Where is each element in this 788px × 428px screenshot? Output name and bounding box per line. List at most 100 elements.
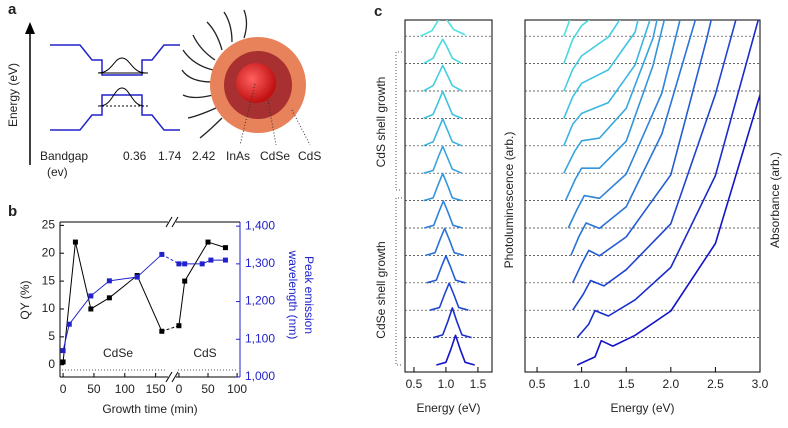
panel-label: a	[8, 1, 17, 18]
spectrum	[563, 20, 639, 119]
x-tick-label: 0	[60, 382, 67, 396]
x-tick-label: 0	[176, 382, 183, 396]
point	[199, 261, 205, 267]
x-tick-label: 1.5	[618, 377, 635, 391]
spectrum	[563, 20, 571, 37]
point	[222, 245, 228, 251]
y2-tick-label: 1,400	[245, 218, 275, 232]
x-tick-label: 150	[146, 382, 166, 396]
point	[222, 257, 228, 263]
point	[176, 323, 182, 329]
material-label: CdS	[298, 149, 321, 163]
spectrum	[423, 38, 463, 65]
plot-frame	[404, 19, 493, 373]
y2-axis-label-line: Peak emission	[302, 256, 316, 334]
material-label: InAs	[226, 149, 250, 163]
spectrum	[420, 20, 466, 37]
spectrum	[426, 255, 466, 284]
y2-tick-label: 1,300	[245, 256, 275, 270]
spectrum	[432, 307, 472, 339]
spectrum	[563, 20, 621, 92]
series-line	[178, 241, 226, 326]
y-tick-label: 0	[48, 357, 55, 371]
point	[106, 295, 112, 301]
segment-link	[161, 325, 180, 332]
spectrum	[563, 20, 651, 147]
point	[182, 278, 188, 284]
y-tick-label: 5	[48, 329, 55, 343]
spectrum	[563, 20, 591, 64]
segment-link	[161, 253, 180, 265]
annotation: CdSe shell growth	[374, 241, 388, 338]
spectrum	[576, 20, 760, 339]
spectrum	[429, 282, 469, 311]
x-axis-label: Growth time (min)	[102, 402, 197, 416]
annotation: CdSe	[103, 346, 133, 360]
point	[205, 239, 211, 245]
point	[106, 278, 112, 284]
panel-label: b	[8, 203, 17, 220]
y-tick-label: 10	[42, 301, 56, 315]
series-line	[62, 241, 163, 362]
annotation: CdS shell growth	[374, 77, 388, 168]
x-tick-label: 3.0	[752, 377, 769, 391]
y-tick-label: 25	[42, 218, 56, 232]
x-tick-label: 0.5	[529, 377, 546, 391]
spectrum	[567, 20, 681, 229]
spectrum	[423, 200, 463, 229]
bandgap-label: Bandgap	[40, 149, 88, 163]
energy-label: Energy (eV)	[6, 63, 20, 127]
bandgap-value: 2.42	[192, 149, 216, 163]
x-tick-label: 100	[115, 382, 135, 396]
x-tick-label: 50	[201, 382, 215, 396]
x-tick-label: 100	[227, 382, 247, 396]
unit-label: (ev)	[47, 165, 68, 179]
spectrum	[423, 145, 463, 174]
y-axis-label: QY (%)	[18, 280, 32, 319]
x-tick-label: 1.5	[470, 377, 487, 391]
point	[60, 359, 66, 365]
spectrum	[564, 20, 666, 201]
x-axis-label: Energy (eV)	[416, 401, 480, 415]
spectrum	[425, 227, 465, 257]
y-axis-label: Absorbance (arb.)	[768, 152, 782, 248]
x-tick-label: 2.0	[662, 377, 679, 391]
bandgap-value: 1.74	[158, 149, 182, 163]
series-line	[62, 254, 163, 351]
plot-frame	[524, 19, 761, 373]
spectrum	[563, 20, 658, 174]
spectrum	[570, 20, 697, 256]
axis-break	[165, 371, 173, 383]
point	[60, 348, 66, 354]
axis-break	[165, 216, 173, 228]
spectrum	[423, 118, 463, 147]
band-diagram	[25, 22, 180, 165]
y2-tick-label: 1,000	[245, 369, 275, 383]
curves	[563, 20, 760, 366]
y2-tick-label: 1,200	[245, 294, 275, 308]
material-label: CdSe	[260, 149, 290, 163]
x-axis-label: Energy (eV)	[610, 401, 674, 415]
point	[182, 261, 188, 267]
y-axis-label: Photoluminescence (arb.)	[502, 132, 516, 269]
axis-break	[171, 371, 179, 383]
spectrum	[423, 172, 463, 202]
x-tick-label: 50	[87, 382, 101, 396]
spectrum	[436, 334, 475, 366]
y2-axis-label-line: wavelength (nm)	[286, 250, 300, 340]
axis-break	[171, 216, 179, 228]
y2-tick-label: 1,100	[245, 331, 275, 345]
annotation: CdS	[193, 346, 216, 360]
spectrum	[423, 90, 463, 120]
x-tick-label: 1.0	[438, 377, 455, 391]
point	[66, 321, 72, 327]
y-tick-label: 15	[42, 273, 56, 287]
point	[208, 257, 214, 263]
x-tick-label: 0.5	[406, 377, 423, 391]
nanocrystal	[181, 9, 311, 146]
point	[88, 306, 94, 312]
spectrum	[576, 94, 760, 366]
x-tick-label: 1.0	[573, 377, 590, 391]
y-tick-label: 20	[42, 245, 56, 259]
